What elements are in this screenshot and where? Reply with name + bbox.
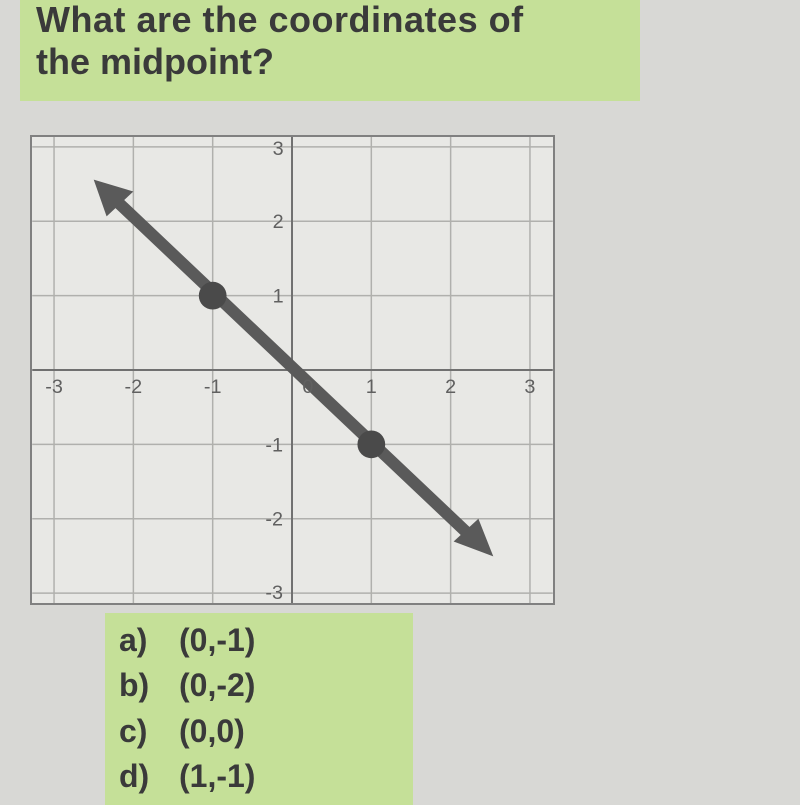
segment-with-arrows [94, 180, 494, 557]
answer-label: c) [119, 709, 179, 754]
answer-label: a) [119, 618, 179, 663]
question-line-2: the midpoint? [36, 40, 624, 83]
question-line-1: What are the coordinates of [36, 0, 624, 40]
x-tick-3: 3 [524, 376, 535, 398]
answers-box: a) (0,-1) b) (0,-2) c) (0,0) d) (1,-1) [105, 613, 413, 805]
answer-value: (1,-1) [179, 754, 255, 799]
answer-option-a[interactable]: a) (0,-1) [119, 618, 399, 663]
answer-label: b) [119, 663, 179, 708]
answer-value: (0,0) [179, 709, 245, 754]
y-tick-1: 1 [273, 286, 284, 308]
answer-option-c[interactable]: c) (0,0) [119, 709, 399, 754]
y-tick--1: -1 [265, 434, 283, 456]
y-tick--3: -3 [265, 582, 283, 603]
x-tick-1: 1 [366, 376, 377, 398]
endpoint-2 [357, 430, 385, 458]
x-tick--1: -1 [204, 376, 222, 398]
answer-option-d[interactable]: d) (1,-1) [119, 754, 399, 799]
x-tick--2: -2 [125, 376, 143, 398]
graph-svg: -3 -2 -1 0 1 2 3 3 2 1 -1 -2 -3 [32, 137, 553, 603]
x-tick-0: 0 [302, 376, 313, 398]
answer-value: (0,-2) [179, 663, 255, 708]
answer-option-b[interactable]: b) (0,-2) [119, 663, 399, 708]
y-tick-2: 2 [273, 211, 284, 233]
y-tick-3: 3 [273, 138, 284, 160]
y-tick--2: -2 [265, 509, 283, 531]
x-tick-2: 2 [445, 376, 456, 398]
answer-label: d) [119, 754, 179, 799]
question-title-box: What are the coordinates of the midpoint… [20, 0, 640, 101]
endpoint-1 [199, 282, 227, 310]
answer-value: (0,-1) [179, 618, 255, 663]
coordinate-graph: -3 -2 -1 0 1 2 3 3 2 1 -1 -2 -3 [30, 135, 555, 605]
x-tick--3: -3 [45, 376, 63, 398]
